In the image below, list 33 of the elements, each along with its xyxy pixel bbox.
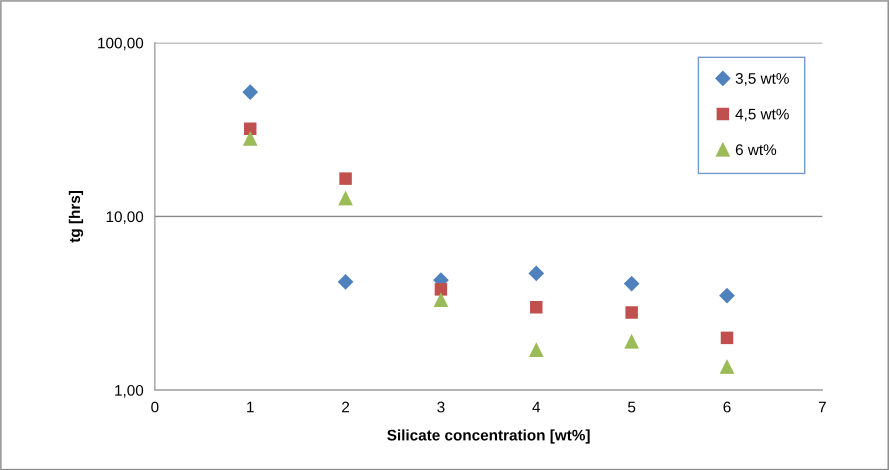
point <box>244 122 256 135</box>
point <box>339 172 352 185</box>
point <box>528 266 544 281</box>
y-tick-label: 10,00 <box>106 211 144 224</box>
point <box>624 276 640 292</box>
point <box>624 334 639 349</box>
x-tick-label: 0 <box>151 402 159 412</box>
x-tick-label: 7 <box>818 402 826 412</box>
legend-label: 4,5 wt% <box>735 108 789 122</box>
x-tick-label: 2 <box>342 402 350 412</box>
y-tick-label: 100,00 <box>98 38 144 50</box>
point <box>242 84 258 100</box>
y-axis-title: tg [hrs] <box>68 190 84 243</box>
point <box>720 360 734 374</box>
legend-label: 3,5 wt% <box>736 73 789 86</box>
x-axis-title: Silicate concentration [wt%] <box>387 429 590 444</box>
x-tick-label: 5 <box>628 402 636 412</box>
point <box>529 343 544 358</box>
point <box>719 288 735 304</box>
point <box>338 274 354 290</box>
x-tick-label: 3 <box>437 402 445 412</box>
point <box>338 191 353 206</box>
point <box>243 132 258 146</box>
y-tick-label: 1,00 <box>115 384 144 398</box>
point <box>625 306 638 319</box>
point <box>530 300 543 314</box>
point <box>720 332 734 344</box>
x-tick-label: 4 <box>532 402 540 412</box>
x-tick-label: 1 <box>247 402 254 412</box>
x-tick-label: 6 <box>724 402 731 412</box>
point <box>434 293 448 307</box>
point <box>434 283 448 296</box>
legend-label: 6 wt% <box>736 144 776 156</box>
